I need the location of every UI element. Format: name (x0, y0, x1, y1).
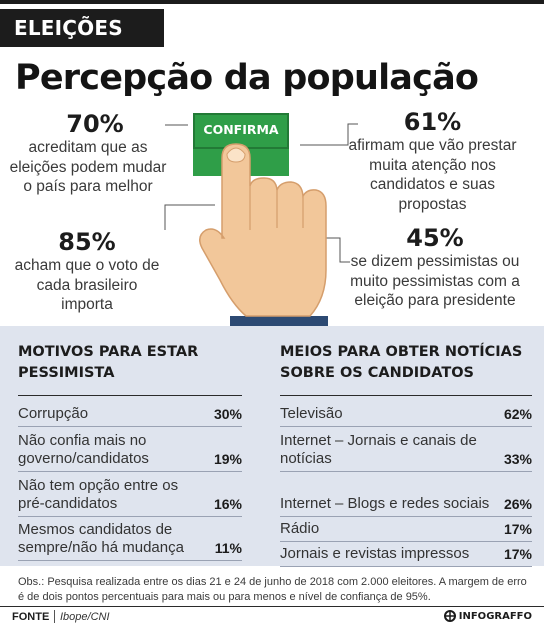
table-row: Não confia mais no governo/candidatos 19… (18, 429, 242, 472)
brand-name: INFOGRAFFO (458, 610, 532, 622)
stat-block-45: 45% se dizem pessimistas ou muito pessim… (340, 224, 530, 311)
motivos-table: MOTIVOS PARA ESTAR PESSIMISTA Corrupção … (18, 342, 242, 561)
motivos-title: MOTIVOS PARA ESTAR PESSIMISTA (18, 342, 242, 396)
table-row: Rádio 17% (280, 519, 532, 542)
top-rule (0, 0, 544, 4)
row-value: 17% (503, 521, 532, 537)
stat-block-85: 85% acham que o voto de cada brasileiro … (12, 228, 162, 315)
row-value: 26% (503, 496, 532, 512)
stat-percent: 61% (403, 108, 462, 136)
table-row: Não tem opção entre os pré-candidatos 16… (18, 474, 242, 517)
row-label: Não tem opção entre os pré-candidatos (18, 477, 179, 512)
stat-text: afirmam que vão prestar muita atenção no… (348, 137, 517, 213)
row-label: Internet – Blogs e redes sociais (280, 495, 490, 512)
row-label: Mesmos candidatos de sempre/não há mudan… (18, 521, 184, 556)
finger-pressing-button-icon (199, 143, 328, 330)
row-value: 30% (213, 406, 242, 422)
stat-text: acham que o voto de cada brasileiro impo… (14, 257, 160, 313)
stat-text: se dizem pessimistas ou muito pessimista… (350, 253, 520, 309)
source-label: FONTE (12, 611, 50, 623)
stat-percent: 45% (406, 224, 464, 252)
stat-percent: 70% (66, 110, 124, 138)
brand-logo: INFOGRAFFO (443, 610, 532, 622)
row-label: Jornais e revistas impressos (280, 545, 470, 562)
table-row: Televisão 62% (280, 404, 532, 427)
row-label: Não confia mais no governo/candidatos (18, 432, 149, 467)
stat-block-61: 61% afirmam que vão prestar muita atençã… (340, 108, 525, 214)
source-value: Ibope/CNI (60, 611, 110, 623)
fingernail-shape (226, 147, 246, 163)
table-row: Mesmos candidatos de sempre/não há mudan… (18, 519, 242, 561)
row-label: Internet – Jornais e canais de notícias (280, 432, 477, 467)
table-row: Internet – Jornais e canais de notícias … (280, 429, 532, 472)
row-value: 16% (213, 496, 242, 512)
page-title: Percepção da população (15, 58, 479, 98)
row-value: 19% (213, 451, 242, 467)
table-row: Internet – Blogs e redes sociais 26% (280, 474, 532, 517)
row-label: Televisão (280, 405, 343, 422)
row-value: 11% (214, 540, 242, 556)
stat-block-70: 70% acreditam que as eleições podem muda… (8, 110, 168, 197)
row-label: Rádio (280, 520, 320, 537)
section-tag: ELEIÇÕES 2018 (0, 9, 164, 78)
data-panel (0, 326, 544, 566)
source-divider (54, 610, 55, 623)
row-value: 17% (503, 546, 532, 562)
meios-title: MEIOS PARA OBTER NOTÍCIAS SOBRE OS CANDI… (280, 342, 532, 396)
row-value: 33% (503, 451, 532, 467)
footer-rule (0, 606, 544, 607)
table-row: Corrupção 30% (18, 404, 242, 427)
confirm-button: CONFIRMA (193, 113, 289, 149)
stat-percent: 85% (58, 228, 116, 256)
hand-shape (199, 143, 327, 317)
row-label: Corrupção (18, 405, 89, 422)
row-value: 62% (503, 406, 532, 422)
table-row: Jornais e revistas impressos 17% (280, 544, 532, 567)
methodology-note: Obs.: Pesquisa realizada entre os dias 2… (18, 576, 527, 603)
stat-text: acreditam que as eleições podem mudar o … (9, 139, 167, 195)
brand-mark-icon (443, 610, 456, 622)
meios-table: MEIOS PARA OBTER NOTÍCIAS SOBRE OS CANDI… (280, 342, 532, 567)
